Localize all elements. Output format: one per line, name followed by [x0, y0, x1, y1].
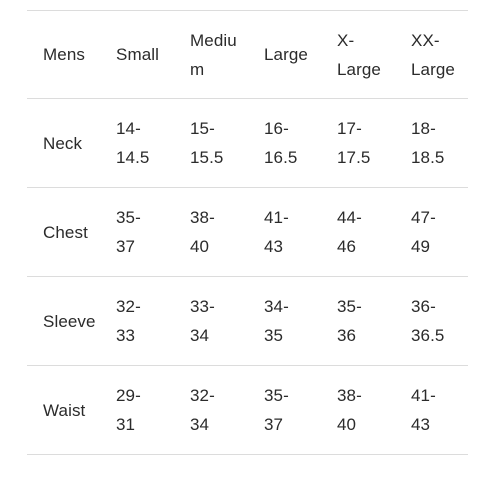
table-cell: 38- 40 [321, 365, 395, 455]
table-cell: 35- 37 [100, 187, 174, 277]
table-cell: 29- 31 [100, 365, 174, 455]
table-cell: 35- 36 [321, 276, 395, 366]
table-row-neck: Neck 14- 14.5 15- 15.5 16- 16.5 17- 17.5… [27, 98, 468, 188]
table-cell: 36- 36.5 [395, 276, 468, 366]
header-cell-x-large: X- Large [321, 10, 395, 99]
row-label-sleeve: Sleeve [27, 276, 100, 366]
table-cell: 44- 46 [321, 187, 395, 277]
table-cell: 38- 40 [174, 187, 248, 277]
header-cell-small: Small [100, 10, 174, 99]
header-cell-large: Large [248, 10, 321, 99]
row-label-waist: Waist [27, 365, 100, 455]
table-cell: 35- 37 [248, 365, 321, 455]
table-cell: 41- 43 [248, 187, 321, 277]
table-header-row: Mens Small Medium Large X- Large XX- Lar… [27, 10, 468, 99]
table-cell: 34- 35 [248, 276, 321, 366]
table-cell: 32- 33 [100, 276, 174, 366]
table-cell: 32- 34 [174, 365, 248, 455]
table-cell: 18- 18.5 [395, 98, 468, 188]
table-cell: 41- 43 [395, 365, 468, 455]
table-row-sleeve: Sleeve 32- 33 33- 34 34- 35 35- 36 36- 3… [27, 276, 468, 366]
table-cell: 15- 15.5 [174, 98, 248, 188]
table-cell: 17- 17.5 [321, 98, 395, 188]
row-label-chest: Chest [27, 187, 100, 277]
row-label-neck: Neck [27, 98, 100, 188]
header-cell-mens: Mens [27, 10, 100, 99]
size-chart-table: Mens Small Medium Large X- Large XX- Lar… [27, 10, 468, 455]
table-cell: 14- 14.5 [100, 98, 174, 188]
table-cell: 33- 34 [174, 276, 248, 366]
header-cell-xx-large: XX- Large [395, 10, 468, 99]
table-cell: 16- 16.5 [248, 98, 321, 188]
table-row-waist: Waist 29- 31 32- 34 35- 37 38- 40 41- 43 [27, 365, 468, 455]
table-cell: 47- 49 [395, 187, 468, 277]
header-cell-medium: Medium [174, 10, 248, 99]
table-row-chest: Chest 35- 37 38- 40 41- 43 44- 46 47- 49 [27, 187, 468, 277]
